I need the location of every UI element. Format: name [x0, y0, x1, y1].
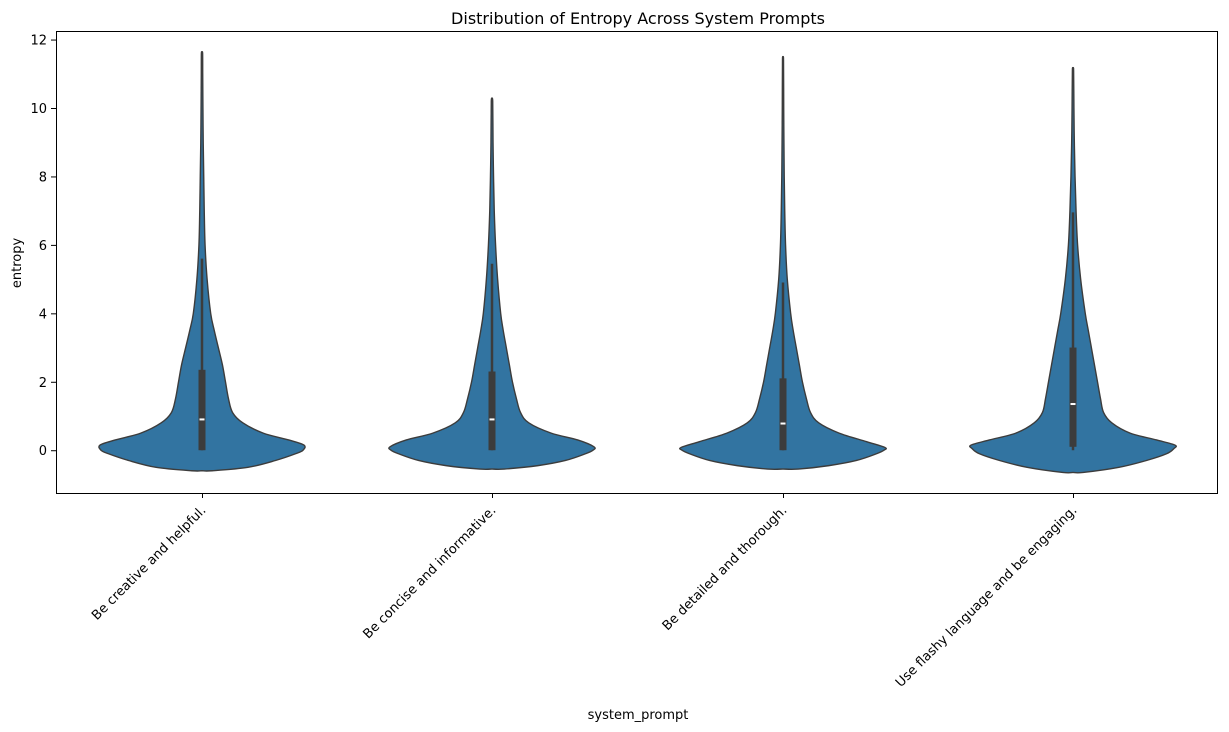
y-axis: 0 2 4 6 8 10 12	[30, 34, 56, 459]
violin-median-marker	[780, 422, 786, 425]
violin-iqr-box	[198, 369, 206, 451]
x-tick-label: Use flashy language and be engaging.	[893, 503, 1080, 690]
y-tick-label: 6	[39, 239, 47, 254]
violin-body	[678, 55, 888, 470]
y-tick-label: 12	[30, 34, 47, 49]
x-tick-label: Be creative and helpful.	[89, 503, 209, 623]
y-tick-label: 4	[39, 307, 47, 322]
violins-layer	[98, 51, 1178, 474]
violin-median-marker	[1070, 403, 1076, 406]
y-axis-label: entropy	[10, 238, 25, 289]
x-tick-label: Be concise and informative.	[361, 503, 500, 642]
plot-frame	[56, 31, 1218, 494]
violin-iqr-box	[488, 371, 496, 451]
violin-iqr-box	[779, 378, 787, 451]
violin-group	[388, 97, 596, 470]
x-axis: Be creative and helpful. Be concise and i…	[89, 493, 1080, 691]
chart-title: Distribution of Entropy Across System Pr…	[451, 9, 825, 28]
violin-group	[98, 51, 306, 472]
y-tick-label: 2	[39, 376, 47, 391]
x-tick-label: Be detailed and thorough.	[660, 503, 791, 634]
violin-group	[678, 55, 888, 470]
x-axis-label: system_prompt	[588, 708, 689, 723]
y-tick-label: 8	[39, 170, 47, 185]
y-tick-label: 10	[30, 102, 47, 117]
violin-group	[968, 66, 1178, 474]
y-tick-label: 0	[39, 444, 47, 459]
violin-iqr-box	[1069, 347, 1077, 447]
violin-median-marker	[199, 418, 205, 421]
violin-median-marker	[489, 418, 495, 421]
